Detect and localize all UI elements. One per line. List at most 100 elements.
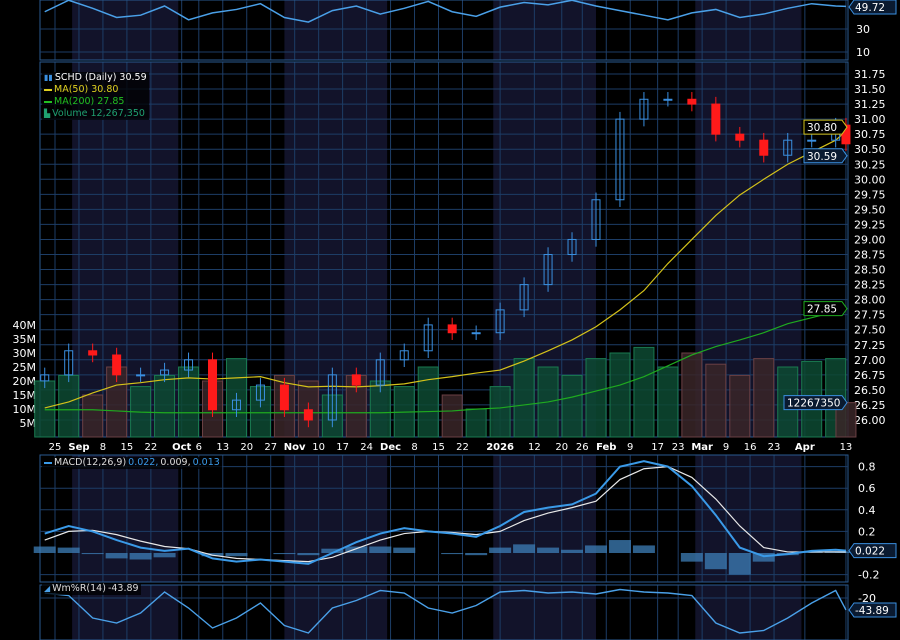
candle-body bbox=[136, 374, 146, 377]
legend-price: SCHD (Daily) 30.59 bbox=[54, 72, 147, 83]
candlestick-icon: ▮▮ bbox=[44, 73, 53, 82]
price-tick-label: 27.75 bbox=[854, 309, 886, 322]
date-axis-label: 22 bbox=[456, 442, 469, 453]
macd-histogram-bar bbox=[489, 547, 512, 553]
price-tick-label: 29.25 bbox=[854, 218, 886, 231]
top-value-badge-box bbox=[848, 0, 897, 15]
candle-body bbox=[519, 284, 529, 311]
month-shade bbox=[284, 585, 388, 640]
macd-hist-value: 0.013 bbox=[192, 457, 220, 468]
month-shade bbox=[493, 0, 596, 60]
date-axis-label: 25 bbox=[49, 442, 62, 453]
volume-bar bbox=[82, 394, 104, 438]
price-tick-label: 28.75 bbox=[854, 249, 886, 262]
williams-r-line bbox=[44, 588, 847, 634]
ma200-line bbox=[44, 308, 847, 414]
wr-legend: ◢ Wm%R(14) -43.89 bbox=[42, 583, 141, 595]
date-axis-label: 2026 bbox=[486, 442, 514, 453]
volume-tick-label: 15M bbox=[13, 389, 37, 402]
date-axis-label: Oct bbox=[172, 442, 191, 453]
ma200-swatch-icon bbox=[44, 101, 52, 103]
date-axis-label: 13 bbox=[216, 442, 229, 453]
macd-histogram-bar bbox=[513, 544, 536, 553]
macd-histogram-bar bbox=[834, 551, 857, 553]
macd-tick-label: 0.4 bbox=[858, 504, 876, 517]
macd-histogram-bar bbox=[728, 553, 751, 575]
ma50-value-badge-box bbox=[803, 119, 848, 135]
price-tick-label: 30.25 bbox=[854, 158, 886, 171]
date-axis-label: 17 bbox=[336, 442, 349, 453]
date-axis-label: Feb bbox=[596, 442, 616, 453]
date-axis-label: 13 bbox=[840, 442, 853, 453]
volume-value-badge-box bbox=[783, 395, 848, 411]
candle-body bbox=[543, 254, 553, 286]
macd-histogram-bar bbox=[225, 553, 248, 557]
volume-bar bbox=[753, 358, 775, 438]
macd-swatch-icon bbox=[44, 462, 52, 464]
close-price-badge-box bbox=[803, 148, 848, 164]
candle-body bbox=[64, 350, 74, 376]
date-axis-label: Mar bbox=[691, 442, 713, 453]
candle-body bbox=[231, 399, 241, 411]
volume-bar bbox=[705, 363, 727, 438]
month-shade bbox=[72, 0, 179, 60]
ma50-line bbox=[44, 130, 847, 409]
top-tick-label: 30 bbox=[856, 23, 870, 36]
macd-value-badge-box bbox=[848, 543, 897, 559]
price-legend: ▮▮ SCHD (Daily) 30.59 MA(50) 30.80 MA(200… bbox=[42, 72, 149, 120]
wr-name: Wm%R(14) bbox=[52, 583, 106, 594]
month-shade bbox=[493, 585, 596, 640]
macd-histogram-bar bbox=[393, 547, 416, 553]
candle-body bbox=[807, 139, 817, 142]
price-tick-label: 29.75 bbox=[854, 188, 886, 201]
volume-bar bbox=[489, 386, 511, 438]
macd-histogram-bar bbox=[297, 553, 320, 556]
price-tick-label: 29.50 bbox=[854, 203, 886, 216]
macd-histogram-bar bbox=[105, 553, 128, 559]
macd-histogram-bar bbox=[704, 553, 727, 570]
macd-name: MACD(12,26,9) bbox=[54, 457, 127, 468]
wr-value-badge-box bbox=[848, 602, 897, 618]
volume-bar bbox=[441, 394, 463, 438]
candle-body bbox=[184, 359, 194, 371]
date-axis-label: 24 bbox=[360, 442, 373, 453]
macd-legend: MACD(12,26,9) 0.022, 0.009, 0.013 bbox=[42, 457, 222, 469]
date-axis-label: 8 bbox=[411, 442, 417, 453]
candle-body bbox=[399, 350, 409, 361]
macd-histogram-bar bbox=[561, 549, 584, 553]
date-axis-label: 23 bbox=[672, 442, 685, 453]
price-tick-label: 31.25 bbox=[854, 98, 886, 111]
candle-body bbox=[591, 199, 601, 240]
wr-tick-label: -20 bbox=[858, 592, 876, 605]
top-indicator-line bbox=[44, 0, 846, 23]
date-axis-label: 8 bbox=[100, 442, 106, 453]
top-value-badge: 49.72 bbox=[855, 2, 885, 14]
macd-histogram-bar bbox=[273, 553, 296, 555]
date-axis-label: 12 bbox=[528, 442, 541, 453]
candle-body bbox=[783, 139, 793, 156]
candle-body bbox=[495, 309, 505, 334]
month-shade bbox=[284, 0, 388, 60]
date-axis-label: 9 bbox=[627, 442, 633, 453]
macd-histogram-bar bbox=[584, 545, 607, 553]
price-tick-label: 28.00 bbox=[854, 294, 886, 307]
candle-body bbox=[303, 409, 313, 421]
macd-histogram-bar bbox=[57, 547, 80, 553]
date-axis-label: 16 bbox=[744, 442, 757, 453]
candle-body bbox=[160, 369, 170, 376]
candle-body bbox=[88, 350, 98, 356]
volume-bar bbox=[729, 374, 751, 438]
macd-tick-label: -0.2 bbox=[858, 569, 879, 582]
date-axis-label: 10 bbox=[312, 442, 325, 453]
price-tick-label: 29.00 bbox=[854, 233, 886, 246]
price-tick-label: 28.25 bbox=[854, 279, 886, 292]
volume-bar bbox=[58, 374, 80, 438]
macd-histogram-bar bbox=[752, 553, 775, 562]
volume-tick-label: 20M bbox=[13, 375, 37, 388]
macd-histogram-bar bbox=[81, 553, 104, 555]
date-axis-label: 15 bbox=[121, 442, 134, 453]
panel-border bbox=[39, 454, 849, 583]
date-axis-label: Sep bbox=[68, 442, 89, 453]
candle-body bbox=[759, 139, 769, 156]
ma200-value-badge-box bbox=[803, 301, 848, 317]
